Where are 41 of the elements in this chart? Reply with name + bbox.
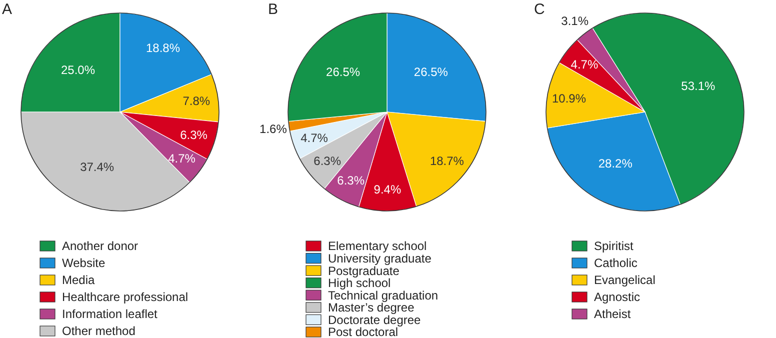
chart-title: B — [268, 1, 278, 18]
legend-label: Another donor — [62, 239, 138, 254]
legend-label: Healthcare professional — [62, 290, 188, 304]
legend-label: Doctorate degree — [328, 312, 422, 327]
legend-label: Evangelical — [594, 273, 656, 288]
chart-title: C — [534, 1, 545, 18]
chart-title: A — [2, 1, 12, 18]
data-label: 4.7% — [570, 57, 598, 72]
legend-label: Postgraduate — [328, 264, 400, 278]
legend-label: Spiritist — [594, 239, 634, 254]
data-label: 18.8% — [146, 41, 180, 56]
data-label: 25.0% — [60, 63, 96, 78]
legend-label: Agnostic — [594, 290, 640, 304]
data-label: 6.3% — [337, 173, 365, 188]
legend-label: University graduate — [328, 251, 432, 266]
data-label: 4.7% — [300, 131, 328, 146]
data-label: 53.1% — [681, 78, 716, 93]
legend-label: Master’s degree — [328, 300, 415, 315]
legend-label: Website — [62, 256, 106, 270]
legend-label: Other method — [62, 324, 136, 338]
legend-label: Atheist — [594, 307, 632, 322]
data-label: 28.2% — [598, 156, 633, 171]
data-label: 9.4% — [374, 182, 402, 196]
data-label: 7.8% — [182, 94, 210, 108]
data-label: 4.7% — [168, 152, 196, 166]
data-label: 3.1% — [561, 14, 589, 28]
legend-label: Elementary school — [328, 239, 427, 254]
legend-label: Media — [62, 273, 96, 288]
data-label: 26.5% — [326, 65, 360, 80]
data-label: 6.3% — [314, 154, 342, 168]
data-label: 6.3% — [180, 128, 208, 142]
legend-label: Catholic — [594, 256, 638, 270]
data-label: 1.6% — [260, 122, 288, 136]
data-label: 18.7% — [430, 154, 464, 168]
legend-label: Technical graduation — [328, 288, 438, 302]
legend-label: Information leaflet — [62, 307, 158, 322]
legend-label: High school — [328, 276, 391, 290]
data-label: 10.9% — [552, 91, 586, 106]
legend-label: Post doctoral — [328, 325, 398, 338]
data-label: 26.5% — [414, 65, 448, 80]
data-label: 37.4% — [80, 160, 114, 174]
